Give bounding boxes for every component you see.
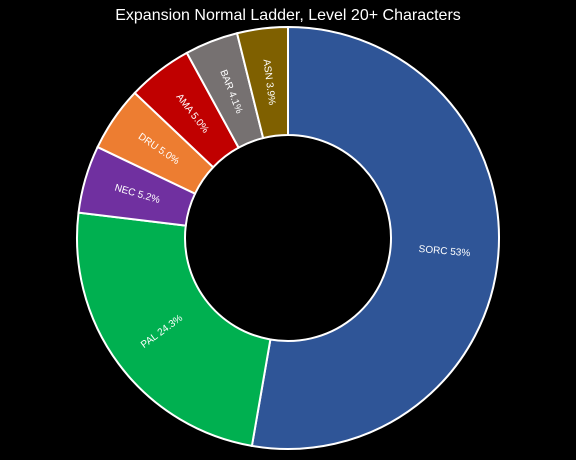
chart-title: Expansion Normal Ladder, Level 20+ Chara… [115, 7, 461, 24]
slice-pal [76, 211, 272, 448]
slice-label-sorc: SORC 53% [418, 244, 471, 259]
slice-sorc [250, 25, 500, 450]
slice-asn [235, 25, 289, 140]
